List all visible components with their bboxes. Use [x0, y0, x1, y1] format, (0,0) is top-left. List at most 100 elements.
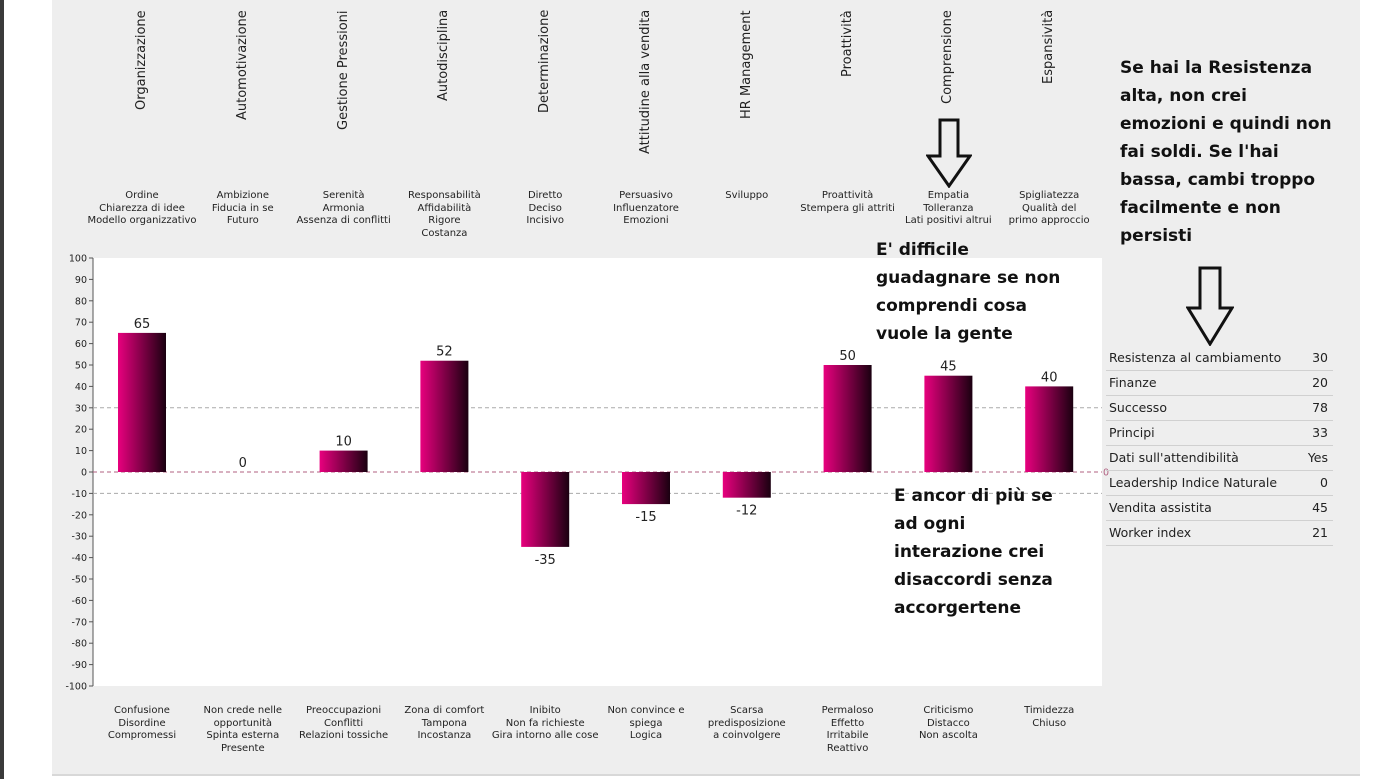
category-description: Responsabilità Affidabilità Rigore Costanza — [389, 190, 499, 240]
negative-description: Criticismo Distacco Non ascolta — [893, 705, 1003, 743]
annotation-line: bassa, cambi troppo — [1120, 170, 1316, 190]
description-line: Chiuso — [1032, 717, 1067, 729]
table-row: Worker index 21 — [1106, 521, 1333, 546]
zero-line-label: 0 — [1103, 468, 1109, 479]
bar-value-label: 10 — [335, 435, 352, 450]
bar — [1025, 386, 1074, 472]
bar — [319, 450, 368, 472]
y-tick-label: -40 — [71, 553, 87, 564]
row-label: Resistenza al cambiamento — [1109, 350, 1282, 365]
y-tick-label: 60 — [75, 339, 87, 350]
row-value: 0 — [1320, 475, 1328, 490]
description-line: Fiducia in se — [211, 202, 274, 214]
y-tick-label: 70 — [75, 318, 87, 329]
down-arrow-icon — [926, 118, 972, 188]
description-line: Non ascolta — [918, 730, 978, 741]
description-line: Presente — [220, 742, 265, 754]
y-tick-label: 0 — [81, 468, 87, 479]
description-line: spiega — [629, 717, 663, 729]
description-line: Qualità del — [1021, 202, 1077, 214]
bar — [420, 360, 469, 472]
description-line: Non convince e — [607, 705, 685, 716]
annotation-line: emozioni e quindi non — [1120, 114, 1332, 134]
description-line: Distacco — [926, 717, 970, 729]
category-description: Sviluppo — [692, 190, 802, 203]
category-description: Spigliatezza Qualità del primo approccio — [994, 190, 1104, 228]
description-line: Chiarezza di idee — [99, 202, 185, 214]
annotation-lower: E ancor di più se ad ogni interazione crei… — [894, 482, 1094, 622]
description-line: Proattività — [821, 190, 874, 201]
annotation-top-right: Se hai la Resistenza alta, non crei emozio… — [1120, 54, 1360, 250]
annotation-line: Se hai la Resistenza — [1120, 58, 1313, 78]
description-line: Futuro — [226, 215, 259, 226]
row-label: Successo — [1109, 400, 1167, 415]
bar-value-label: -12 — [736, 504, 757, 519]
annotation-line: persisti — [1120, 226, 1193, 246]
description-line: Incostanza — [417, 730, 472, 741]
row-value: 78 — [1312, 400, 1328, 415]
bar-value-label: 45 — [940, 360, 957, 375]
row-label: Dati sull'attendibilità — [1109, 450, 1239, 465]
description-line: Disordine — [118, 717, 166, 729]
annotation-middle: E' difficile guadagnare se non comprendi c… — [876, 236, 1096, 348]
table-row: Vendita assistita 45 — [1106, 496, 1333, 521]
description-line: Irritabile — [826, 730, 869, 741]
description-line: Logica — [629, 730, 663, 741]
description-line: Non crede nelle — [203, 705, 283, 716]
description-line: Preoccupazioni — [306, 705, 382, 716]
negative-description: Preoccupazioni Conflitti Relazioni tossich… — [289, 705, 399, 743]
y-tick-label: 40 — [75, 382, 87, 393]
row-label: Vendita assistita — [1109, 500, 1212, 515]
description-line: Sviluppo — [725, 190, 769, 201]
y-tick-label: 30 — [75, 403, 87, 414]
y-tick-label: -30 — [71, 532, 87, 543]
row-value: Yes — [1307, 450, 1328, 465]
row-label: Finanze — [1109, 375, 1157, 390]
table-row: Resistenza al cambiamento 30 — [1106, 346, 1333, 371]
table-row: Finanze 20 — [1106, 371, 1333, 396]
category-description: Empatia Tolleranza Lati positivi altrui — [893, 190, 1003, 228]
table-row: Principi 33 — [1106, 421, 1333, 446]
description-line: Empatia — [927, 190, 970, 201]
description-line: Tampona — [421, 717, 468, 729]
annotation-line: facilmente e non — [1120, 198, 1281, 218]
annotation-line: vuole la gente — [876, 324, 1013, 344]
annotation-line: accorgertene — [894, 598, 1022, 618]
description-line: Confusione — [114, 705, 170, 716]
description-line: Compromessi — [107, 730, 177, 741]
description-line: Relazioni tossiche — [298, 730, 389, 741]
bar-value-label: -35 — [535, 553, 556, 568]
description-line: Costanza — [421, 227, 468, 239]
y-tick-label: -50 — [71, 575, 87, 586]
description-line: Emozioni — [623, 215, 669, 226]
description-line: Reattivo — [826, 742, 869, 754]
row-value: 30 — [1312, 350, 1328, 365]
annotation-line: fai soldi. Se l'hai — [1120, 142, 1279, 162]
description-line: Deciso — [528, 202, 562, 214]
y-tick-label: 50 — [75, 361, 87, 372]
description-line: Gira intorno alle cose — [491, 730, 599, 741]
row-value: 20 — [1312, 375, 1328, 390]
summary-table: Resistenza al cambiamento 30 Finanze 20 Succ… — [1106, 346, 1333, 546]
bar-value-label: 50 — [839, 349, 856, 364]
negative-description: Non convince e spiega Logica — [591, 705, 701, 743]
table-row: Leadership Indice Naturale 0 — [1106, 471, 1333, 496]
annotation-line: alta, non crei — [1120, 86, 1247, 106]
y-tick-label: -10 — [71, 489, 87, 500]
description-line: Rigore — [428, 215, 461, 226]
negative-description: Timidezza Chiuso — [994, 705, 1104, 730]
description-line: Non fa richieste — [505, 717, 585, 729]
description-line: Conflitti — [324, 717, 364, 729]
bar-value-label: -15 — [635, 510, 656, 525]
annotation-line: E ancor di più se — [894, 486, 1053, 506]
category-description: Ordine Chiarezza di idee Modello organizza… — [87, 190, 197, 228]
bar-value-label: 65 — [134, 317, 151, 332]
description-line: Persuasivo — [619, 190, 673, 201]
annotation-line: comprendi cosa — [876, 296, 1027, 316]
y-tick-label: 80 — [75, 296, 87, 307]
category-description: Persuasivo Influenzatore Emozioni — [591, 190, 701, 228]
annotation-line: ad ogni — [894, 514, 966, 534]
negative-description: Permaloso Effetto Irritabile Reattivo — [793, 705, 903, 755]
annotation-line: E' difficile — [876, 240, 969, 260]
description-line: Affidabilità — [417, 202, 472, 214]
